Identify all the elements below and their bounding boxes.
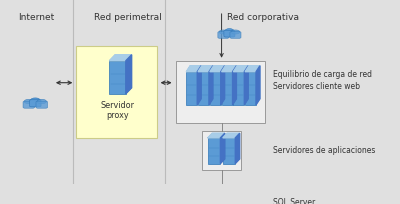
- Text: Red corporativa: Red corporativa: [228, 13, 300, 22]
- FancyBboxPatch shape: [208, 138, 220, 164]
- Polygon shape: [221, 66, 225, 105]
- Polygon shape: [209, 198, 234, 204]
- FancyBboxPatch shape: [36, 101, 48, 108]
- Circle shape: [219, 30, 228, 34]
- Polygon shape: [220, 133, 225, 164]
- FancyBboxPatch shape: [233, 72, 244, 105]
- Polygon shape: [208, 133, 225, 138]
- Polygon shape: [198, 66, 213, 72]
- FancyBboxPatch shape: [230, 32, 241, 38]
- FancyBboxPatch shape: [186, 72, 197, 105]
- FancyBboxPatch shape: [76, 46, 157, 138]
- Ellipse shape: [209, 195, 234, 202]
- FancyBboxPatch shape: [224, 30, 235, 37]
- Text: Equilibrio de carga de red
Servidores cliente web: Equilibrio de carga de red Servidores cl…: [272, 70, 372, 91]
- Polygon shape: [126, 55, 132, 94]
- FancyBboxPatch shape: [23, 101, 35, 108]
- Polygon shape: [186, 66, 201, 72]
- Text: Servidores de aplicaciones: Servidores de aplicaciones: [272, 146, 375, 155]
- FancyBboxPatch shape: [30, 100, 41, 107]
- FancyBboxPatch shape: [176, 61, 265, 123]
- Text: Internet: Internet: [18, 13, 54, 22]
- Circle shape: [231, 30, 240, 34]
- Text: SQL Server: SQL Server: [272, 198, 315, 204]
- FancyBboxPatch shape: [210, 72, 221, 105]
- FancyBboxPatch shape: [198, 72, 209, 105]
- Circle shape: [225, 29, 234, 33]
- Polygon shape: [210, 66, 225, 72]
- Circle shape: [37, 99, 46, 104]
- FancyBboxPatch shape: [110, 61, 126, 94]
- Polygon shape: [245, 66, 260, 72]
- Polygon shape: [256, 66, 260, 105]
- Polygon shape: [232, 66, 236, 105]
- FancyBboxPatch shape: [218, 32, 229, 38]
- Polygon shape: [110, 55, 132, 61]
- Polygon shape: [223, 133, 240, 138]
- Polygon shape: [235, 133, 240, 164]
- Polygon shape: [244, 66, 248, 105]
- FancyBboxPatch shape: [245, 72, 256, 105]
- FancyBboxPatch shape: [202, 131, 241, 170]
- Text: Red perimetral: Red perimetral: [94, 13, 162, 22]
- Circle shape: [24, 99, 34, 104]
- Circle shape: [30, 98, 40, 102]
- Polygon shape: [222, 66, 236, 72]
- Polygon shape: [233, 66, 248, 72]
- Polygon shape: [209, 66, 213, 105]
- FancyBboxPatch shape: [222, 72, 232, 105]
- FancyBboxPatch shape: [223, 138, 235, 164]
- Polygon shape: [197, 66, 201, 105]
- Text: Servidor
proxy: Servidor proxy: [101, 101, 135, 120]
